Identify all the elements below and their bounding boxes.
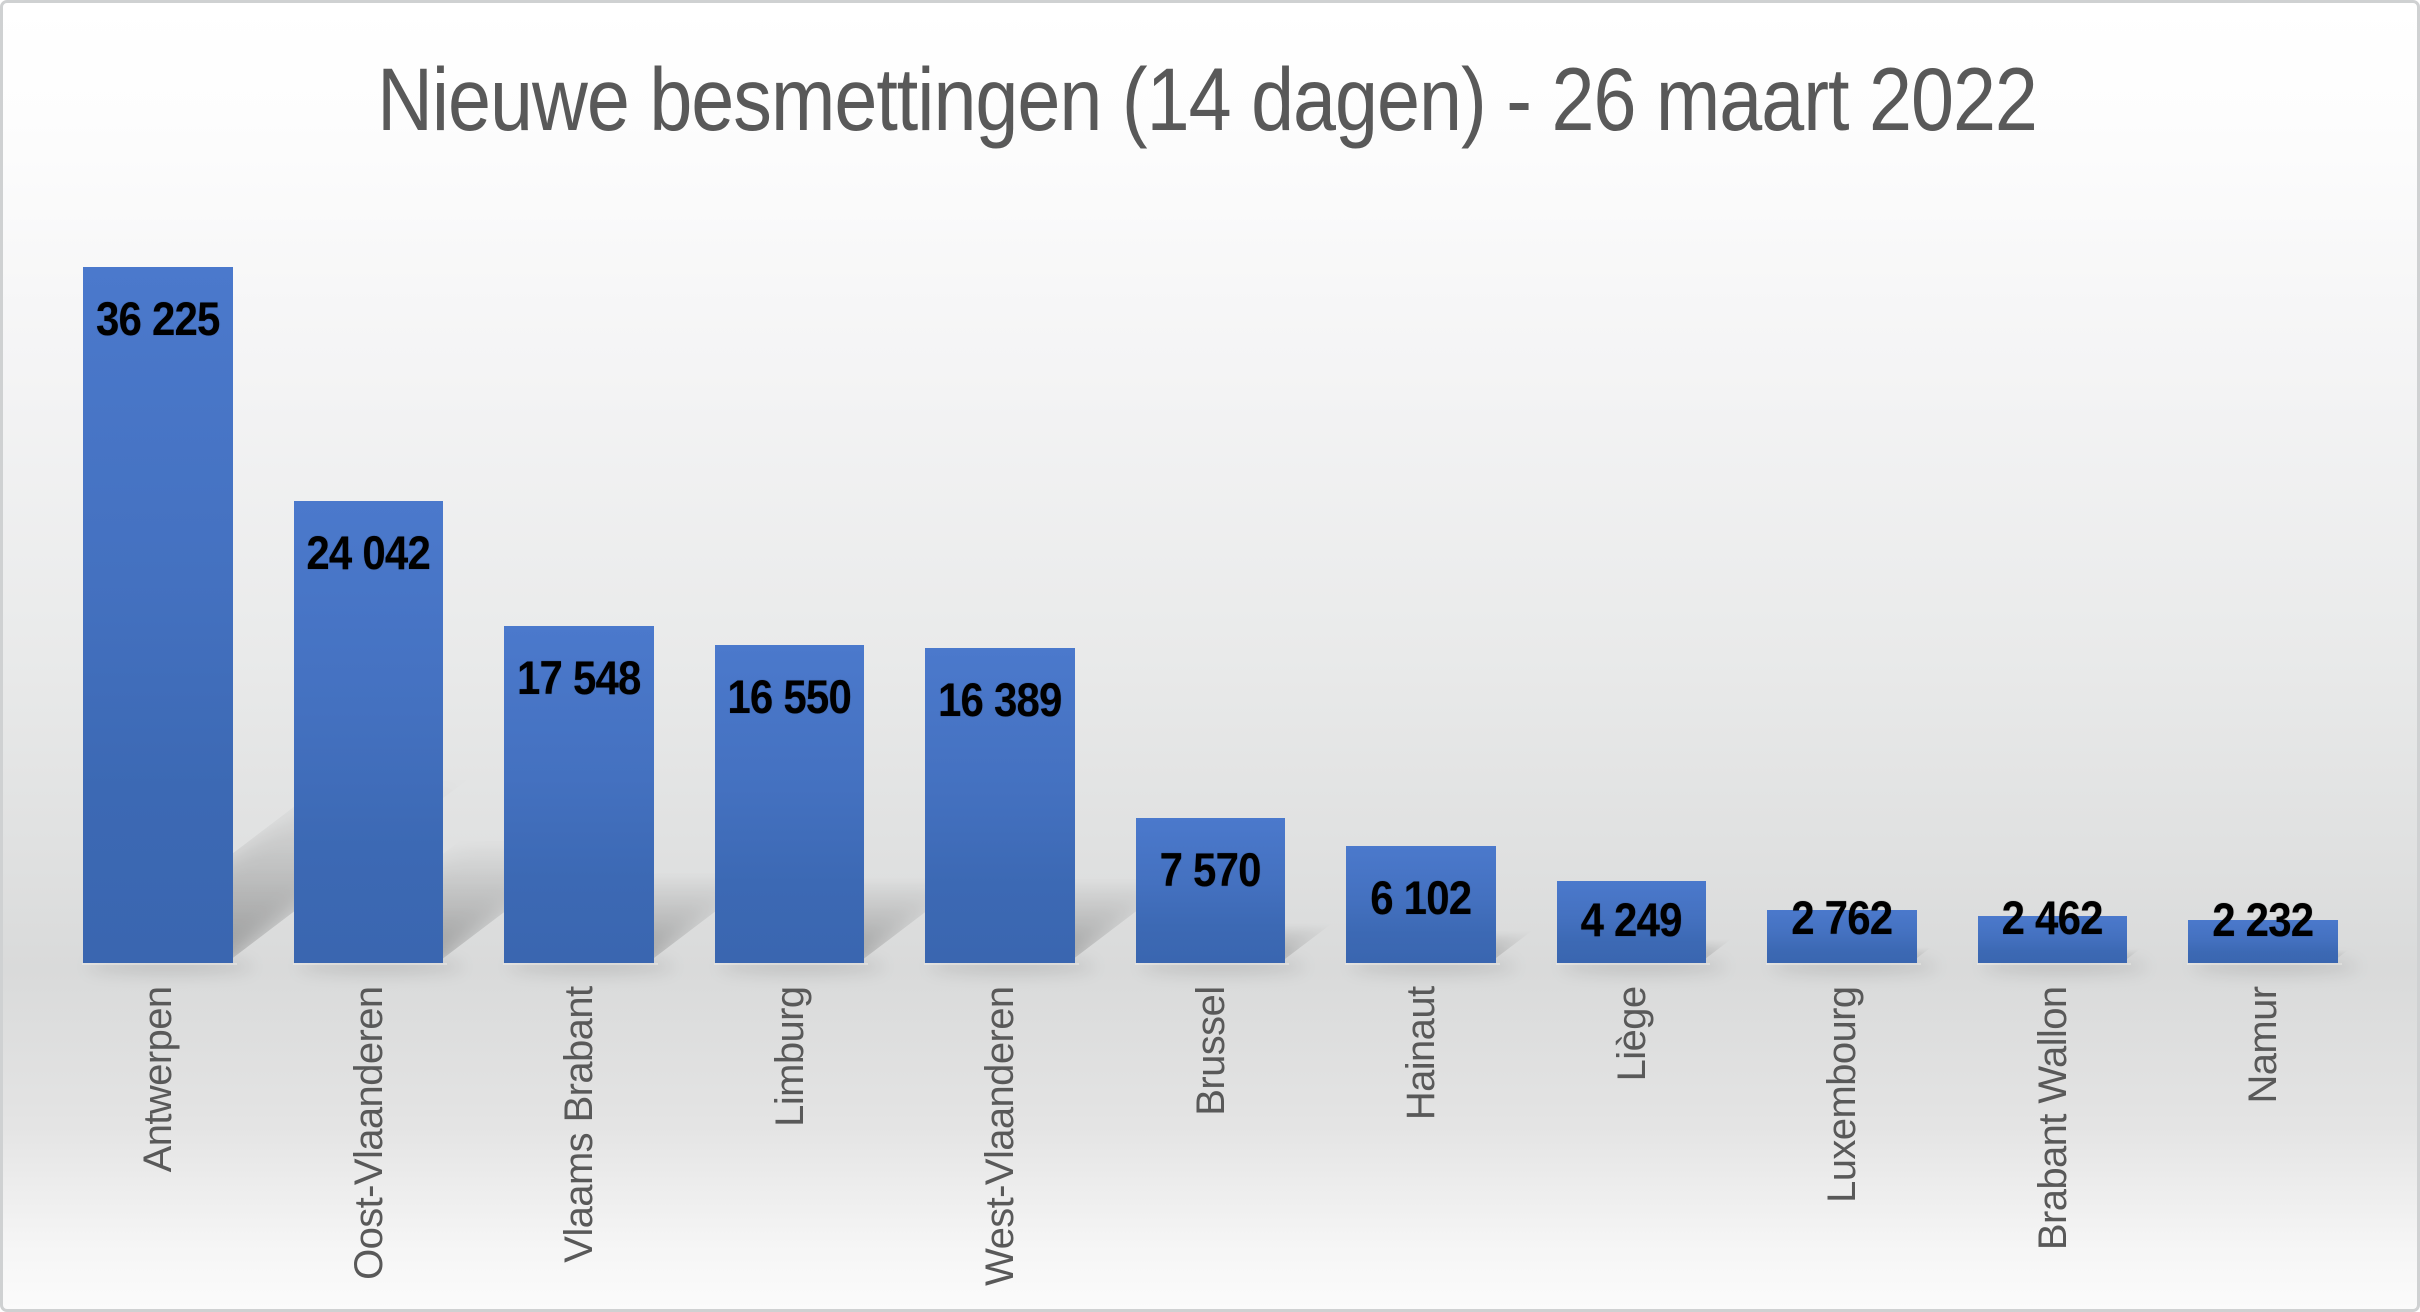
svg-text:Oost-Vlaanderen: Oost-Vlaanderen (347, 987, 391, 1280)
svg-text:Limburg: Limburg (768, 987, 812, 1127)
svg-text:West-Vlaanderen: West-Vlaanderen (978, 986, 1022, 1285)
svg-text:Vlaams Brabant: Vlaams Brabant (557, 986, 601, 1263)
svg-text:Liège: Liège (1610, 987, 1654, 1082)
svg-text:Namur: Namur (2241, 986, 2285, 1103)
svg-text:Antwerpen: Antwerpen (136, 987, 180, 1173)
svg-text:Hainaut: Hainaut (1399, 986, 1443, 1120)
svg-text:Brussel: Brussel (1189, 987, 1233, 1116)
svg-text:Luxembourg: Luxembourg (1820, 987, 1864, 1203)
svg-text:Brabant Wallon: Brabant Wallon (2031, 987, 2075, 1251)
